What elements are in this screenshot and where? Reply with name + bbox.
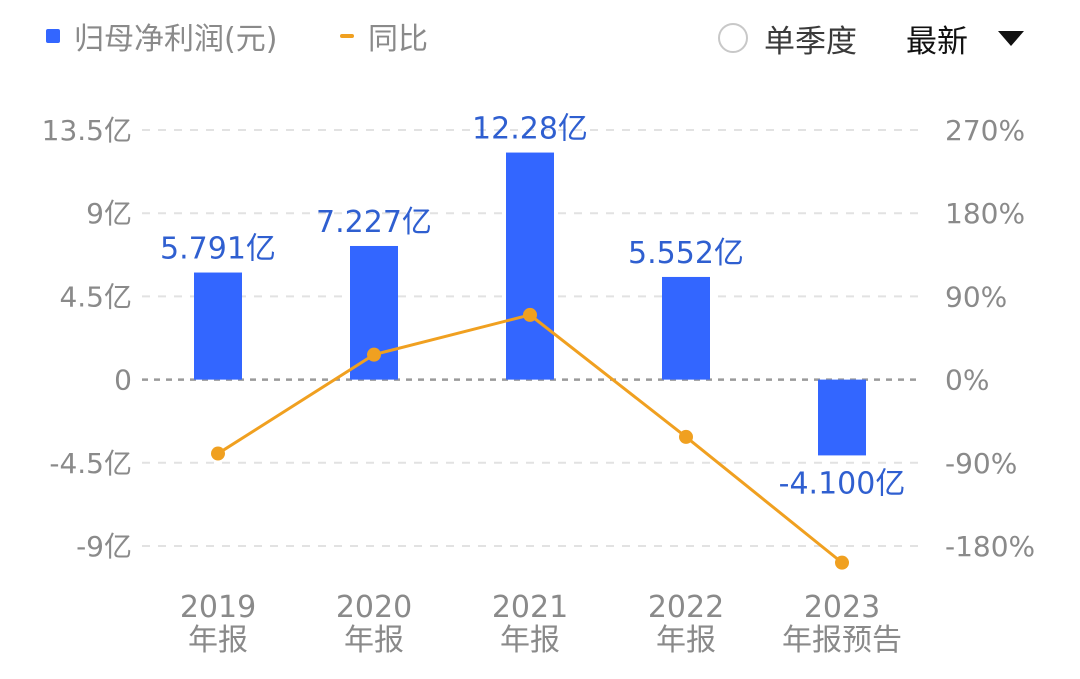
x-category-sublabel: 年报预告 [782,623,902,658]
bar-data-label: 5.552亿 [628,236,744,271]
yoy-point [367,347,381,362]
x-category-sublabel: 年报 [344,623,404,658]
y-right-tick-label: 270% [945,114,1025,147]
y-right-tick-label: 90% [945,280,1007,313]
y-left-tick-label: 4.5亿 [59,280,132,313]
bar [194,272,242,380]
bar [506,152,554,380]
y-right-tick-label: -90% [945,447,1017,480]
period-select-label: 最新 [906,23,968,60]
bar-data-label: 7.227亿 [316,205,432,240]
x-category-sublabel: 年报 [188,623,248,658]
bar [818,379,866,456]
legend-item-yoy[interactable]: 同比 [340,16,428,57]
x-category-label: 2020 [336,590,412,625]
yoy-point [523,307,537,322]
bar-data-label: 12.28亿 [472,112,588,147]
x-category-label: 2022 [648,590,724,625]
y-left-tick-label: 0 [114,364,132,397]
y-right-tick-label: 180% [945,197,1025,230]
bar-legend-swatch-icon [46,29,60,43]
x-category-label: 2021 [492,590,568,625]
x-category-label: 2023 [804,590,880,625]
yoy-point [835,555,849,570]
x-category-label: 2019 [180,590,256,625]
y-left-tick-label: -9亿 [76,530,132,563]
bar-data-label: -4.100亿 [779,466,906,501]
legend-item-net-profit[interactable]: 归母净利润(元) [46,16,278,57]
x-category-sublabel: 年报 [656,623,716,658]
yoy-point [679,429,693,444]
radio-unchecked-icon[interactable] [718,23,748,53]
y-left-tick-label: 9亿 [86,197,132,230]
single-quarter-toggle[interactable]: 单季度 [718,16,857,60]
caret-down-icon [998,30,1024,46]
y-right-tick-label: 0% [945,364,989,397]
legend-label-net-profit: 归母净利润(元) [74,22,278,57]
bar [662,276,710,380]
bar-data-label: 5.791亿 [160,232,276,267]
y-left-tick-label: 13.5亿 [42,114,132,147]
period-select[interactable]: 最新 [906,16,1024,60]
legend-label-yoy: 同比 [368,22,428,57]
y-left-tick-label: -4.5亿 [49,447,132,480]
yoy-point [211,446,225,461]
y-right-tick-label: -180% [945,530,1035,563]
single-quarter-label: 单季度 [764,23,857,60]
x-category-sublabel: 年报 [500,623,560,658]
line-legend-swatch-icon [340,34,354,38]
chart-header: 归母净利润(元) 同比 单季度 最新 [0,0,1080,80]
